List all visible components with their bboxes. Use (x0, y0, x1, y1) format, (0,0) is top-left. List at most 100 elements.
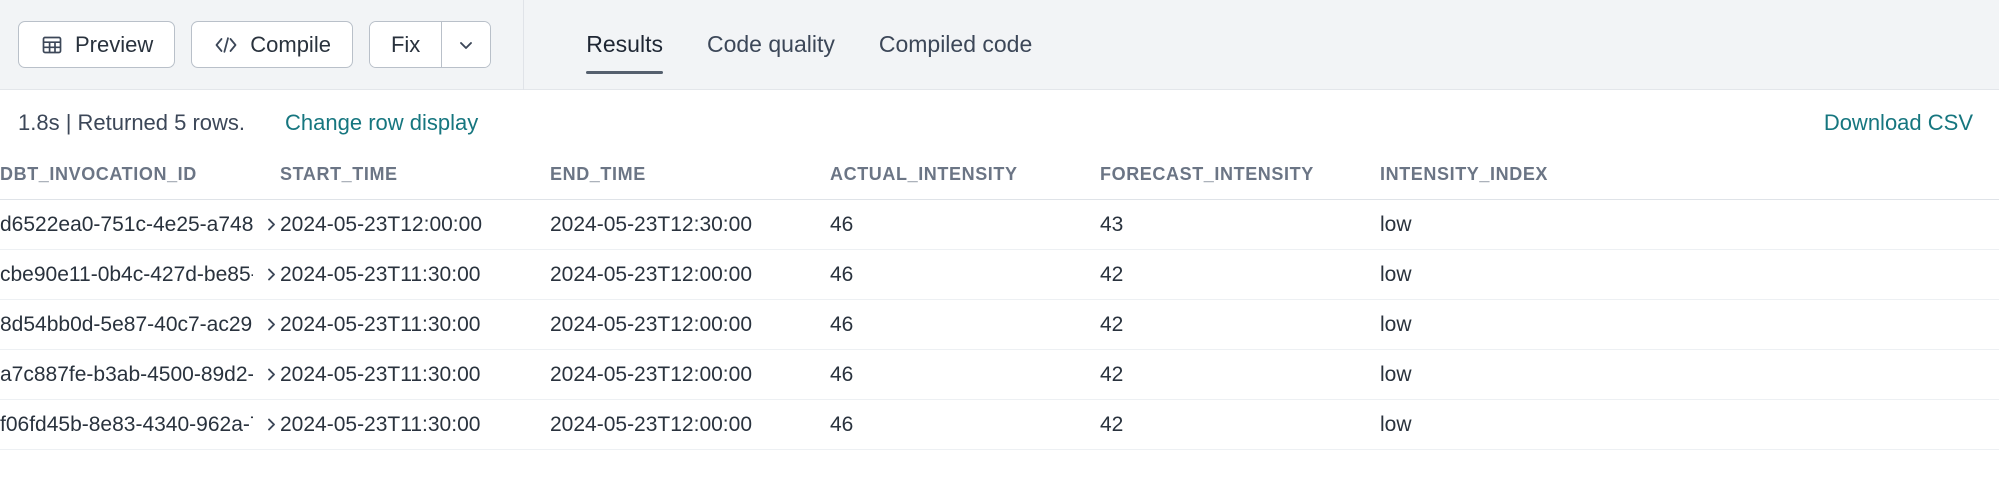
cell-value: 2024-05-23T11:30:00 (280, 412, 481, 436)
cell-value: 2024-05-23T11:30:00 (280, 312, 481, 336)
compile-button[interactable]: Compile (191, 21, 353, 68)
cell-value: 46 (830, 212, 854, 236)
cell-intensity-index[interactable]: low (1380, 399, 1999, 450)
editor-toolbar: Preview Compile Fix (0, 0, 1999, 90)
results-table-body: d6522ea0-751c-4e25-a748-223… 2024-05-23T1… (0, 199, 1999, 450)
preview-button[interactable]: Preview (18, 21, 176, 68)
cell-value: 43 (1100, 212, 1124, 236)
cell-value: 2024-05-23T12:00:00 (280, 212, 482, 236)
column-header-forecast-intensity[interactable]: FORECAST_INTENSITY (1100, 156, 1380, 200)
table-row[interactable]: a7c887fe-b3ab-4500-89d2-585… 2024-05-23T1… (0, 349, 1999, 400)
cell-dbt-invocation-id[interactable]: f06fd45b-8e83-4340-962a-795… (0, 399, 280, 450)
chevron-right-icon[interactable] (263, 316, 280, 333)
tab-results[interactable]: Results (564, 0, 685, 90)
table-row[interactable]: 8d54bb0d-5e87-40c7-ac29-39… 2024-05-23T11… (0, 299, 1999, 350)
column-header-intensity-index[interactable]: INTENSITY_INDEX (1380, 156, 1999, 200)
cell-value: 42 (1100, 312, 1124, 336)
cell-dbt-invocation-id[interactable]: cbe90e11-0b4c-427d-be85-32… (0, 249, 280, 300)
chevron-right-icon[interactable] (263, 366, 280, 383)
cell-value: low (1380, 262, 1412, 286)
cell-start-time[interactable]: 2024-05-23T11:30:00 (280, 249, 550, 300)
cell-forecast-intensity[interactable]: 42 (1100, 249, 1380, 300)
cell-end-time[interactable]: 2024-05-23T12:00:00 (550, 399, 830, 450)
column-header-dbt-invocation-id[interactable]: DBT_INVOCATION_ID (0, 156, 280, 200)
cell-actual-intensity[interactable]: 46 (830, 349, 1100, 400)
cell-forecast-intensity[interactable]: 42 (1100, 349, 1380, 400)
column-header-start-time[interactable]: START_TIME (280, 156, 550, 200)
cell-value: cbe90e11-0b4c-427d-be85-32… (0, 262, 253, 286)
table-row[interactable]: f06fd45b-8e83-4340-962a-795… 2024-05-23T1… (0, 399, 1999, 450)
cell-value: d6522ea0-751c-4e25-a748-223… (0, 212, 253, 236)
cell-value: 46 (830, 312, 854, 336)
cell-intensity-index[interactable]: low (1380, 349, 1999, 400)
cell-value: 2024-05-23T11:30:00 (280, 362, 481, 386)
cell-start-time[interactable]: 2024-05-23T12:00:00 (280, 199, 550, 250)
results-table: DBT_INVOCATION_ID START_TIME END_TIME AC… (0, 156, 1999, 450)
cell-start-time[interactable]: 2024-05-23T11:30:00 (280, 399, 550, 450)
column-header-end-time[interactable]: END_TIME (550, 156, 830, 200)
cell-end-time[interactable]: 2024-05-23T12:00:00 (550, 299, 830, 350)
code-brackets-icon (213, 34, 239, 56)
tab-compiled-code[interactable]: Compiled code (857, 0, 1054, 90)
chevron-down-icon (456, 35, 476, 55)
results-status-bar: 1.8s | Returned 5 rows. Change row displ… (0, 90, 1999, 156)
cell-value: 46 (830, 262, 854, 286)
cell-value: 2024-05-23T12:00:00 (550, 262, 752, 286)
cell-value: 42 (1100, 412, 1124, 436)
cell-actual-intensity[interactable]: 46 (830, 249, 1100, 300)
cell-actual-intensity[interactable]: 46 (830, 399, 1100, 450)
cell-end-time[interactable]: 2024-05-23T12:30:00 (550, 199, 830, 250)
cell-forecast-intensity[interactable]: 43 (1100, 199, 1380, 250)
download-csv-link[interactable]: Download CSV (1823, 110, 1973, 135)
column-header-actual-intensity[interactable]: ACTUAL_INTENSITY (830, 156, 1100, 200)
tab-code-quality[interactable]: Code quality (685, 0, 857, 90)
cell-end-time[interactable]: 2024-05-23T12:00:00 (550, 349, 830, 400)
cell-value: 46 (830, 362, 854, 386)
results-table-head: DBT_INVOCATION_ID START_TIME END_TIME AC… (0, 156, 1999, 200)
cell-dbt-invocation-id[interactable]: d6522ea0-751c-4e25-a748-223… (0, 199, 280, 250)
cell-intensity-index[interactable]: low (1380, 299, 1999, 350)
cell-value: 8d54bb0d-5e87-40c7-ac29-39… (0, 312, 253, 336)
cell-value: low (1380, 412, 1412, 436)
toolbar-button-group: Preview Compile Fix (18, 21, 492, 68)
chevron-right-icon[interactable] (263, 216, 280, 233)
fix-split-button: Fix (368, 21, 492, 68)
fix-button[interactable]: Fix (369, 22, 442, 67)
cell-value: 2024-05-23T12:30:00 (550, 212, 752, 236)
status-left-group: 1.8s | Returned 5 rows. Change row displ… (18, 110, 478, 136)
fix-dropdown-button[interactable] (442, 22, 491, 67)
cell-intensity-index[interactable]: low (1380, 199, 1999, 250)
preview-button-label: Preview (75, 31, 154, 57)
cell-start-time[interactable]: 2024-05-23T11:30:00 (280, 299, 550, 350)
results-table-container: DBT_INVOCATION_ID START_TIME END_TIME AC… (0, 156, 1999, 450)
table-header-row: DBT_INVOCATION_ID START_TIME END_TIME AC… (0, 156, 1999, 200)
cell-value: 2024-05-23T11:30:00 (280, 262, 481, 286)
query-summary-text: 1.8s | Returned 5 rows. (18, 110, 246, 135)
cell-value: 2024-05-23T12:00:00 (550, 312, 752, 336)
cell-dbt-invocation-id[interactable]: a7c887fe-b3ab-4500-89d2-585… (0, 349, 280, 400)
table-row[interactable]: d6522ea0-751c-4e25-a748-223… 2024-05-23T1… (0, 199, 1999, 250)
cell-dbt-invocation-id[interactable]: 8d54bb0d-5e87-40c7-ac29-39… (0, 299, 280, 350)
results-tabs: Results Code quality Compiled code (564, 0, 1054, 90)
cell-value: low (1380, 212, 1412, 236)
cell-end-time[interactable]: 2024-05-23T12:00:00 (550, 249, 830, 300)
cell-forecast-intensity[interactable]: 42 (1100, 299, 1380, 350)
cell-value: low (1380, 312, 1412, 336)
chevron-right-icon[interactable] (263, 266, 280, 283)
cell-actual-intensity[interactable]: 46 (830, 199, 1100, 250)
cell-start-time[interactable]: 2024-05-23T11:30:00 (280, 349, 550, 400)
cell-intensity-index[interactable]: low (1380, 249, 1999, 300)
cell-value: low (1380, 362, 1412, 386)
chevron-right-icon[interactable] (263, 416, 280, 433)
cell-value: a7c887fe-b3ab-4500-89d2-585… (0, 362, 253, 386)
change-row-display-link[interactable]: Change row display (285, 110, 479, 135)
status-right-group: Download CSV (1824, 110, 1983, 136)
cell-actual-intensity[interactable]: 46 (830, 299, 1100, 350)
cell-value: 2024-05-23T12:00:00 (550, 412, 752, 436)
cell-forecast-intensity[interactable]: 42 (1100, 399, 1380, 450)
split-button-divider (441, 22, 443, 67)
cell-value: 46 (830, 412, 854, 436)
table-grid-icon (40, 33, 64, 57)
toolbar-separator (523, 0, 525, 90)
table-row[interactable]: cbe90e11-0b4c-427d-be85-32… 2024-05-23T11… (0, 249, 1999, 300)
